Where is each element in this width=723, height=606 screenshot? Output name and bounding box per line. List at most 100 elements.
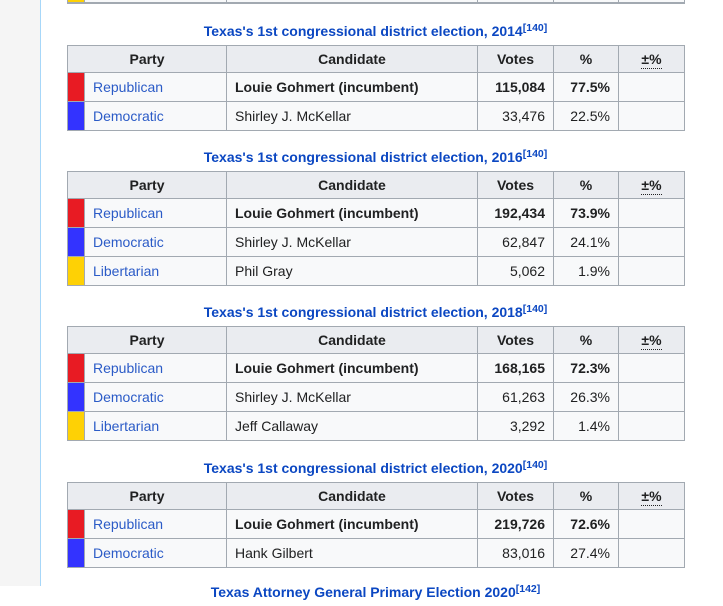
- table-caption-2014: Texas's 1st congressional district elect…: [67, 22, 684, 41]
- change-cell: [618, 0, 685, 4]
- reference-link[interactable]: [142]: [515, 583, 541, 596]
- plus-minus-pct-abbr: ±%: [641, 488, 662, 506]
- votes-cell: 61,263: [477, 382, 554, 412]
- pct-cell: 72.3%: [553, 353, 619, 383]
- party-cell: Republican: [84, 353, 227, 383]
- change-cell: [618, 353, 685, 383]
- partial-table-top: [67, 0, 685, 4]
- party-link[interactable]: Libertarian: [93, 418, 160, 434]
- col-header-votes: Votes: [477, 326, 554, 354]
- col-header-candidate: Candidate: [226, 326, 478, 354]
- election-2014-link[interactable]: Texas's 1st congressional district elect…: [203, 23, 523, 39]
- party-link[interactable]: Democratic: [93, 545, 164, 561]
- candidate-cell: Hank Gilbert: [226, 538, 478, 568]
- header-row: Party Candidate Votes % ±%: [67, 171, 685, 199]
- article-content: Texas's 1st congressional district elect…: [42, 0, 723, 606]
- change-cell: [618, 509, 685, 539]
- table-row: Democratic Shirley J. McKellar 33,476 22…: [67, 101, 685, 131]
- col-header-votes: Votes: [477, 482, 554, 510]
- table-row: [67, 0, 685, 4]
- votes-cell: [477, 0, 554, 4]
- party-color-swatch-republican: [67, 509, 85, 539]
- votes-cell: 219,726: [477, 509, 554, 539]
- col-header-pct: %: [553, 326, 619, 354]
- party-cell: Libertarian: [84, 256, 227, 286]
- col-header-pct: %: [553, 171, 619, 199]
- table-row: Republican Louie Gohmert (incumbent) 219…: [67, 509, 685, 539]
- party-link[interactable]: Democratic: [93, 234, 164, 250]
- election-table-2020: Party Candidate Votes % ±% Republican Lo…: [67, 482, 685, 568]
- change-cell: [618, 198, 685, 228]
- party-cell: Democratic: [84, 382, 227, 412]
- party-color-swatch-democratic: [67, 382, 85, 412]
- reference-link[interactable]: [140]: [522, 459, 548, 472]
- party-link[interactable]: Democratic: [93, 108, 164, 124]
- candidate-cell: Louie Gohmert (incumbent): [226, 509, 478, 539]
- candidate-cell: [226, 0, 478, 4]
- table-row: Democratic Shirley J. McKellar 61,263 26…: [67, 382, 685, 412]
- reference-link[interactable]: [140]: [522, 303, 548, 316]
- pct-cell: [553, 0, 619, 4]
- plus-minus-pct-abbr: ±%: [641, 332, 662, 350]
- party-cell: Libertarian: [84, 411, 227, 441]
- change-cell: [618, 101, 685, 131]
- party-color-swatch-democratic: [67, 101, 85, 131]
- col-header-party: Party: [67, 45, 227, 73]
- candidate-cell: Phil Gray: [226, 256, 478, 286]
- table-caption-2016: Texas's 1st congressional district elect…: [67, 148, 684, 167]
- party-link[interactable]: Republican: [93, 516, 164, 532]
- header-row: Party Candidate Votes % ±%: [67, 482, 685, 510]
- col-header-change: ±%: [618, 482, 685, 510]
- election-2020-link[interactable]: Texas's 1st congressional district elect…: [203, 460, 523, 476]
- election-2016-link[interactable]: Texas's 1st congressional district elect…: [203, 149, 523, 165]
- party-color-swatch-democratic: [67, 538, 85, 568]
- table-row: Republican Louie Gohmert (incumbent) 115…: [67, 72, 685, 102]
- col-header-pct: %: [553, 482, 619, 510]
- table-row: Republican Louie Gohmert (incumbent) 192…: [67, 198, 685, 228]
- ag-primary-2020-link[interactable]: Texas Attorney General Primary Election …: [210, 584, 516, 600]
- party-color-swatch-libertarian: [67, 256, 85, 286]
- election-2018-link[interactable]: Texas's 1st congressional district elect…: [203, 304, 523, 320]
- col-header-change: ±%: [618, 171, 685, 199]
- pct-cell: 24.1%: [553, 227, 619, 257]
- change-cell: [618, 538, 685, 568]
- party-link[interactable]: Libertarian: [93, 263, 160, 279]
- party-cell: Republican: [84, 198, 227, 228]
- col-header-pct: %: [553, 45, 619, 73]
- party-color-swatch-libertarian: [67, 0, 85, 4]
- party-link[interactable]: Republican: [93, 205, 164, 221]
- candidate-cell: Shirley J. McKellar: [226, 101, 478, 131]
- col-header-party: Party: [67, 326, 227, 354]
- header-row: Party Candidate Votes % ±%: [67, 45, 685, 73]
- reference-link[interactable]: [140]: [522, 22, 548, 35]
- table-row: Libertarian Phil Gray 5,062 1.9%: [67, 256, 685, 286]
- pct-cell: 73.9%: [553, 198, 619, 228]
- col-header-party: Party: [67, 482, 227, 510]
- votes-cell: 3,292: [477, 411, 554, 441]
- party-cell: Democratic: [84, 101, 227, 131]
- col-header-votes: Votes: [477, 45, 554, 73]
- pct-cell: 77.5%: [553, 72, 619, 102]
- reference-link[interactable]: [140]: [522, 148, 548, 161]
- col-header-change: ±%: [618, 45, 685, 73]
- party-cell: Republican: [84, 72, 227, 102]
- party-link[interactable]: Republican: [93, 79, 164, 95]
- col-header-votes: Votes: [477, 171, 554, 199]
- pct-cell: 26.3%: [553, 382, 619, 412]
- table-caption-2018: Texas's 1st congressional district elect…: [67, 303, 684, 322]
- party-cell: Republican: [84, 509, 227, 539]
- pct-cell: 22.5%: [553, 101, 619, 131]
- col-header-change: ±%: [618, 326, 685, 354]
- plus-minus-pct-abbr: ±%: [641, 177, 662, 195]
- wiki-sidebar-area: [0, 0, 41, 586]
- candidate-cell: Louie Gohmert (incumbent): [226, 72, 478, 102]
- party-color-swatch-libertarian: [67, 411, 85, 441]
- table-row: Republican Louie Gohmert (incumbent) 168…: [67, 353, 685, 383]
- election-table-2018: Party Candidate Votes % ±% Republican Lo…: [67, 326, 685, 441]
- party-link[interactable]: Democratic: [93, 389, 164, 405]
- party-link[interactable]: Republican: [93, 360, 164, 376]
- election-table-2016: Party Candidate Votes % ±% Republican Lo…: [67, 171, 685, 286]
- change-cell: [618, 256, 685, 286]
- change-cell: [618, 382, 685, 412]
- candidate-cell: Shirley J. McKellar: [226, 227, 478, 257]
